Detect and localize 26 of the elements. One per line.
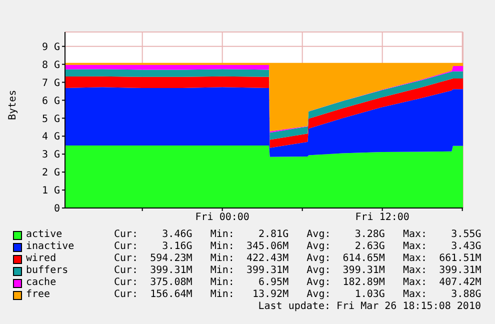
x-tick-label: Fri 12:00 — [355, 212, 410, 224]
y-tick-label: 3 G — [42, 150, 60, 161]
legend-label: wired — [26, 253, 58, 265]
text: Cur: 3.16G Min: 345.06M Avg: 2.63G Max: 3.43G — [114, 241, 482, 253]
legend-label: buffers — [26, 265, 70, 277]
text: Last update: Fri Mar 26 18:15:08 2010 — [257, 301, 481, 313]
y-tick-label: 4 G — [42, 132, 60, 143]
text: Cur: 399.31M Min: 399.31M Avg: 399.31M Max: 399.31M — [114, 265, 482, 277]
text: Cur: 375.08M Min: 6.95M Avg: 182.89M Max: 407.42M — [114, 277, 482, 289]
y-tick-label: 9 G — [42, 42, 60, 53]
y-tick-label: 5 G — [42, 114, 60, 125]
legend-label: inactive — [26, 241, 76, 253]
legend-label: cache — [26, 277, 58, 289]
text: Cur: 594.23M Min: 422.43M Avg: 614.65M Max: 661.51M — [114, 253, 482, 265]
y-tick-label: 0 — [54, 204, 60, 215]
y-axis-title: Bytes — [8, 90, 19, 120]
legend-label: free — [26, 289, 52, 301]
y-tick-label: 6 G — [42, 96, 60, 107]
text: active — [26, 229, 64, 241]
text: Cur: 156.64M Min: 13.92M Avg: 1.03G Max: 3.88G — [114, 289, 482, 301]
text: Cur: 3.46G Min: 2.81G Avg: 3.28G Max: 3.55G — [114, 229, 482, 241]
y-tick-label: 2 G — [42, 168, 60, 179]
x-tick-label: Fri 00:00 — [195, 212, 250, 224]
y-tick-label: 8 G — [42, 60, 60, 71]
y-tick-label: 7 G — [42, 78, 60, 89]
y-tick-label: 1 G — [42, 186, 60, 197]
